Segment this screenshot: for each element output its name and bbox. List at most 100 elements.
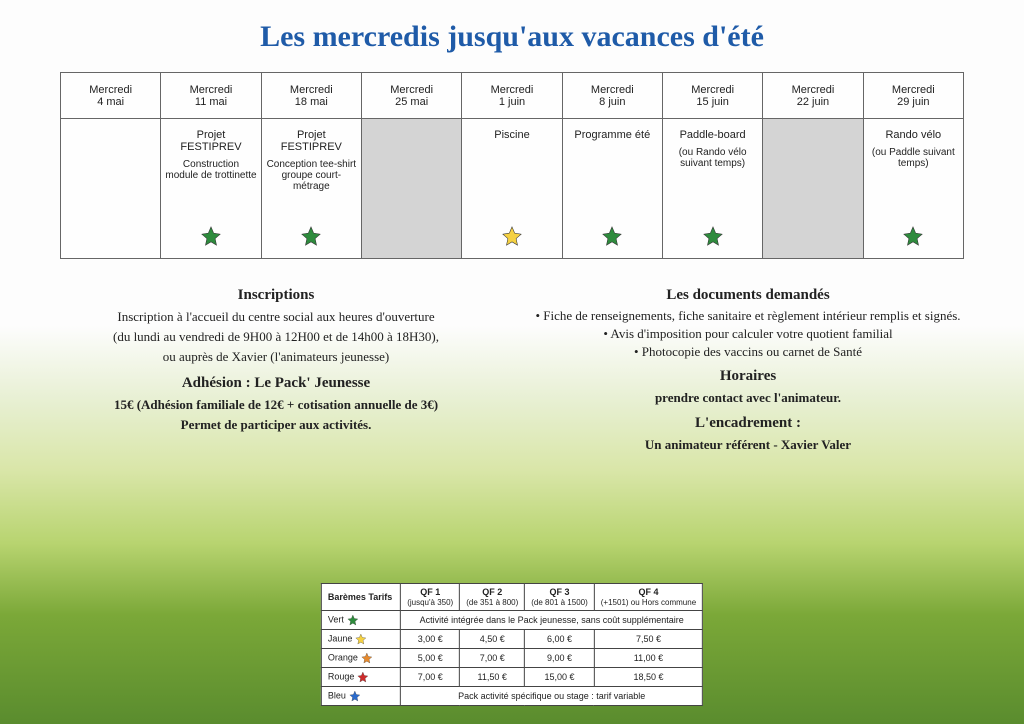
tarif-cell: 7,00 € [401, 668, 460, 687]
encadrement-line: Un animateur référent - Xavier Valer [532, 436, 964, 454]
inscriptions-heading: Inscriptions [60, 287, 492, 304]
date-label: 15 juin [696, 96, 728, 108]
schedule-header-cell: Mercredi1 juin [462, 73, 562, 119]
tarif-cell: 7,50 € [594, 630, 702, 649]
schedule-body-cell: Piscine [462, 119, 562, 259]
day-label: Mercredi [892, 84, 935, 96]
info-columns: Inscriptions Inscription à l'accueil du … [60, 279, 964, 456]
date-label: 18 mai [295, 96, 328, 108]
schedule-body-cell: Projet FESTIPREV Construction module de t… [161, 119, 261, 259]
tarif-head-label: Barèmes Tarifs [321, 584, 400, 611]
star-icon [702, 225, 724, 247]
schedule-table: Mercredi4 maiMercredi11 maiMercredi18 ma… [60, 72, 964, 259]
schedule-body-cell [61, 119, 161, 259]
activity-note: (ou Rando vélo suivant temps) [667, 147, 758, 169]
activity-title: Rando vélo [868, 129, 959, 141]
inscriptions-line: Inscription à l'accueil du centre social… [60, 308, 492, 326]
day-label: Mercredi [290, 84, 333, 96]
tarif-row-label: Rouge [321, 668, 400, 687]
schedule-header-cell: Mercredi29 juin [863, 73, 963, 119]
schedule-body-cell: Programme été [562, 119, 662, 259]
star-icon [601, 225, 623, 247]
activity-title: Piscine [466, 129, 557, 141]
tarif-cell: 4,50 € [460, 630, 525, 649]
day-label: Mercredi [792, 84, 835, 96]
activity-title: Projet FESTIPREV [165, 129, 256, 153]
activity-subtitle: Construction module de trottinette [165, 159, 256, 181]
inscriptions-line: (du lundi au vendredi de 9H00 à 12H00 et… [60, 328, 492, 346]
documents-heading: Les documents demandés [532, 287, 964, 304]
star-icon [501, 225, 523, 247]
tarif-row-label: Jaune [321, 630, 400, 649]
activity-title: Paddle-board [667, 129, 758, 141]
left-column: Inscriptions Inscription à l'accueil du … [60, 279, 492, 456]
tarif-row: Orange 5,00 €7,00 €9,00 €11,00 € [321, 649, 702, 668]
tarif-row: Jaune 3,00 €4,50 €6,00 €7,50 € [321, 630, 702, 649]
star-icon [902, 225, 924, 247]
documents-item: Avis d'imposition pour calculer votre qu… [532, 326, 964, 342]
tarif-cell: 7,00 € [460, 649, 525, 668]
star-icon [348, 690, 360, 702]
adhesion-heading: Adhésion : Le Pack' Jeunesse [60, 375, 492, 392]
star-icon [300, 225, 322, 247]
schedule-body-cell [361, 119, 461, 259]
tarif-cell: 5,00 € [401, 649, 460, 668]
tarif-cell: 6,00 € [525, 630, 595, 649]
star-icon [200, 225, 222, 247]
schedule-body-cell: Rando vélo (ou Paddle suivant temps) [863, 119, 963, 259]
schedule-header-cell: Mercredi18 mai [261, 73, 361, 119]
day-label: Mercredi [591, 84, 634, 96]
tarif-cell: 9,00 € [525, 649, 595, 668]
tarif-cell: 15,00 € [525, 668, 595, 687]
schedule-header-cell: Mercredi4 mai [61, 73, 161, 119]
date-label: 29 juin [897, 96, 929, 108]
day-label: Mercredi [691, 84, 734, 96]
tarif-row: Rouge 7,00 €11,50 €15,00 €18,50 € [321, 668, 702, 687]
day-label: Mercredi [491, 84, 534, 96]
day-label: Mercredi [390, 84, 433, 96]
tarif-row-label: Bleu [321, 687, 400, 706]
tarif-table: Barèmes TarifsQF 1(jusqu'à 350)QF 2(de 3… [321, 583, 703, 706]
documents-list: Fiche de renseignements, fiche sanitaire… [532, 308, 964, 360]
horaires-heading: Horaires [532, 368, 964, 385]
tarif-cell: 11,50 € [460, 668, 525, 687]
tarif-col-head: QF 3(de 801 à 1500) [525, 584, 595, 611]
day-label: Mercredi [190, 84, 233, 96]
star-icon [357, 671, 369, 683]
day-label: Mercredi [89, 84, 132, 96]
inscriptions-line: ou auprès de Xavier (l'animateurs jeunes… [60, 348, 492, 366]
schedule-body-cell: Projet FESTIPREV Conception tee-shirt gro… [261, 119, 361, 259]
tarif-header-row: Barèmes TarifsQF 1(jusqu'à 350)QF 2(de 3… [321, 584, 702, 611]
tarif-wrapper: Barèmes TarifsQF 1(jusqu'à 350)QF 2(de 3… [321, 583, 703, 706]
documents-item: Photocopie des vaccins ou carnet de Sant… [532, 344, 964, 360]
tarif-cell: 11,00 € [594, 649, 702, 668]
adhesion-line: Permet de participer aux activités. [60, 416, 492, 434]
star-icon [346, 614, 358, 626]
encadrement-heading: L'encadrement : [532, 415, 964, 432]
schedule-body-cell: Paddle-board (ou Rando vélo suivant temps… [662, 119, 762, 259]
schedule-header-row: Mercredi4 maiMercredi11 maiMercredi18 ma… [61, 73, 964, 119]
tarif-span-cell: Pack activité spécifique ou stage : tari… [401, 687, 703, 706]
schedule-header-cell: Mercredi25 mai [361, 73, 461, 119]
tarif-col-head: QF 2(de 351 à 800) [460, 584, 525, 611]
tarif-span-cell: Activité intégrée dans le Pack jeunesse,… [401, 611, 703, 630]
horaires-line: prendre contact avec l'animateur. [532, 389, 964, 407]
adhesion-line: 15€ (Adhésion familiale de 12€ + cotisat… [60, 396, 492, 414]
star-icon [360, 652, 372, 664]
tarif-col-head: QF 4(+1501) ou Hors commune [594, 584, 702, 611]
activity-note: (ou Paddle suivant temps) [868, 147, 959, 169]
schedule-header-cell: Mercredi11 mai [161, 73, 261, 119]
date-label: 1 juin [499, 96, 525, 108]
activity-title: Projet FESTIPREV [266, 129, 357, 153]
tarif-row: Vert Activité intégrée dans le Pack jeun… [321, 611, 702, 630]
tarif-row-label: Vert [321, 611, 400, 630]
schedule-header-cell: Mercredi8 juin [562, 73, 662, 119]
documents-item: Fiche de renseignements, fiche sanitaire… [532, 308, 964, 324]
tarif-col-head: QF 1(jusqu'à 350) [401, 584, 460, 611]
activity-subtitle: Conception tee-shirt groupe court-métrag… [266, 159, 357, 192]
date-label: 8 juin [599, 96, 625, 108]
date-label: 4 mai [97, 96, 124, 108]
tarif-row: Bleu Pack activité spécifique ou stage :… [321, 687, 702, 706]
date-label: 11 mai [195, 96, 227, 108]
schedule-body-row: Projet FESTIPREV Construction module de t… [61, 119, 964, 259]
